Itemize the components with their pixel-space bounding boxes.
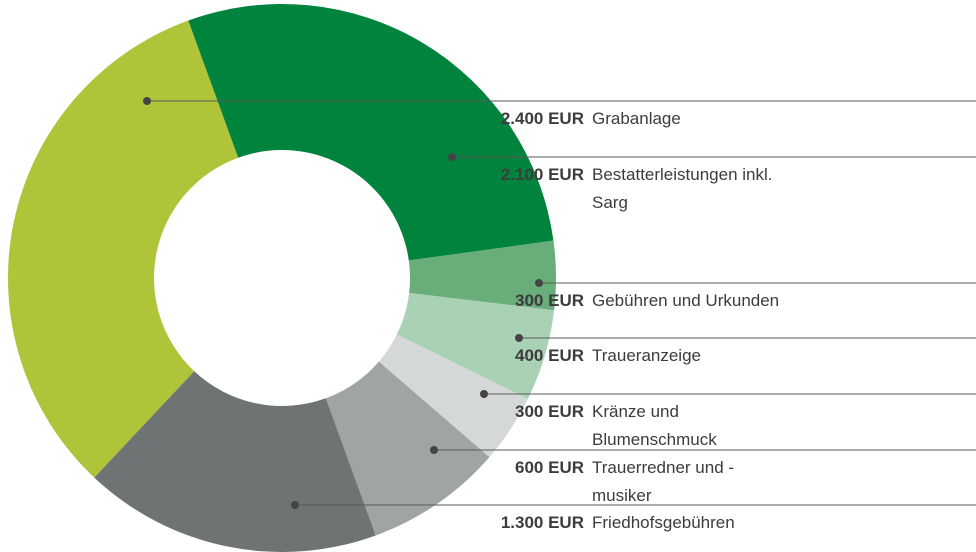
slice: [188, 4, 554, 261]
callout-dot: [480, 390, 488, 398]
value-label: 2.100 EUR: [500, 165, 584, 184]
category-label: Grabanlage: [592, 109, 681, 128]
value-label: 2.400 EUR: [500, 109, 584, 128]
callout-dot: [143, 97, 151, 105]
callout-dot: [448, 153, 456, 161]
legend-entry: 300 EUR Gebühren und Urkunden: [480, 287, 779, 315]
value-label: 1.300 EUR: [500, 513, 584, 532]
slice: [408, 240, 556, 311]
slice: [94, 371, 376, 552]
legend-entry: 300 EUR Kränze und Blumenschmuck: [480, 398, 792, 454]
slice: [325, 361, 490, 536]
category-label: Trauerredner und -musiker: [592, 458, 735, 505]
slice: [396, 293, 555, 400]
callout-dot: [535, 279, 543, 287]
callout-dot: [430, 446, 438, 454]
legend-entry: 600 EUR Trauerredner und -musiker: [480, 454, 792, 510]
slice: [378, 334, 528, 458]
callout-dot: [515, 334, 523, 342]
slice: [7, 20, 239, 478]
legend-entry: 2.100 EUR Bestatterleistungen inkl. Sarg: [480, 161, 792, 217]
category-label: Gebühren und Urkunden: [592, 291, 780, 310]
category-label: Friedhofsgebühren: [592, 513, 735, 532]
legend-entry: 2.400 EUR Grabanlage: [480, 105, 681, 133]
category-label: Traueranzeige: [592, 346, 701, 365]
value-label: 600 EUR: [515, 458, 584, 477]
callout-dot: [291, 501, 299, 509]
value-label: 300 EUR: [515, 291, 584, 310]
legend-entry: 1.300 EUR Friedhofsgebühren: [480, 509, 735, 537]
category-label: Bestatterleistungen inkl. Sarg: [592, 165, 773, 212]
category-label: Kränze und Blumenschmuck: [592, 402, 717, 449]
legend-entry: 400 EUR Traueranzeige: [480, 342, 701, 370]
value-label: 300 EUR: [515, 402, 584, 421]
value-label: 400 EUR: [515, 346, 584, 365]
